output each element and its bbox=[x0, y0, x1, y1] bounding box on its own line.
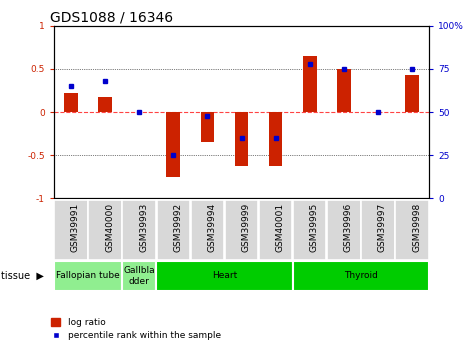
Text: GSM39994: GSM39994 bbox=[207, 203, 216, 252]
Bar bbox=[303, 56, 317, 112]
Bar bbox=[98, 97, 112, 112]
Text: GSM39993: GSM39993 bbox=[139, 203, 148, 253]
Text: Fallopian tube: Fallopian tube bbox=[56, 272, 120, 280]
Bar bbox=[166, 112, 180, 177]
Bar bbox=[405, 75, 419, 112]
Legend: log ratio, percentile rank within the sample: log ratio, percentile rank within the sa… bbox=[52, 318, 221, 341]
Text: GSM39995: GSM39995 bbox=[310, 203, 319, 253]
Text: Heart: Heart bbox=[212, 272, 237, 280]
Text: GSM39996: GSM39996 bbox=[344, 203, 353, 253]
Bar bbox=[327, 200, 361, 260]
Text: GSM39999: GSM39999 bbox=[242, 203, 250, 253]
Bar bbox=[191, 200, 224, 260]
Bar bbox=[234, 112, 249, 166]
Text: GSM39997: GSM39997 bbox=[378, 203, 387, 253]
Text: Gallbla
dder: Gallbla dder bbox=[123, 266, 155, 286]
Bar bbox=[293, 200, 326, 260]
Bar bbox=[225, 200, 258, 260]
Bar bbox=[54, 261, 122, 291]
Bar bbox=[88, 200, 122, 260]
Bar bbox=[269, 112, 282, 166]
Bar bbox=[337, 69, 351, 112]
Bar bbox=[122, 261, 156, 291]
Bar bbox=[293, 261, 429, 291]
Text: GSM39998: GSM39998 bbox=[412, 203, 421, 253]
Bar bbox=[64, 93, 78, 112]
Text: Thyroid: Thyroid bbox=[344, 272, 378, 280]
Bar bbox=[157, 200, 190, 260]
Text: GSM40001: GSM40001 bbox=[276, 203, 285, 252]
Text: GDS1088 / 16346: GDS1088 / 16346 bbox=[50, 11, 174, 25]
Bar bbox=[54, 200, 88, 260]
Bar bbox=[201, 112, 214, 142]
Text: GSM40000: GSM40000 bbox=[105, 203, 114, 252]
Text: tissue  ▶: tissue ▶ bbox=[1, 271, 44, 281]
Bar bbox=[361, 200, 395, 260]
Bar bbox=[395, 200, 429, 260]
Text: GSM39991: GSM39991 bbox=[71, 203, 80, 253]
Bar bbox=[122, 200, 156, 260]
Bar bbox=[156, 261, 293, 291]
Bar bbox=[259, 200, 292, 260]
Text: GSM39992: GSM39992 bbox=[174, 203, 182, 252]
